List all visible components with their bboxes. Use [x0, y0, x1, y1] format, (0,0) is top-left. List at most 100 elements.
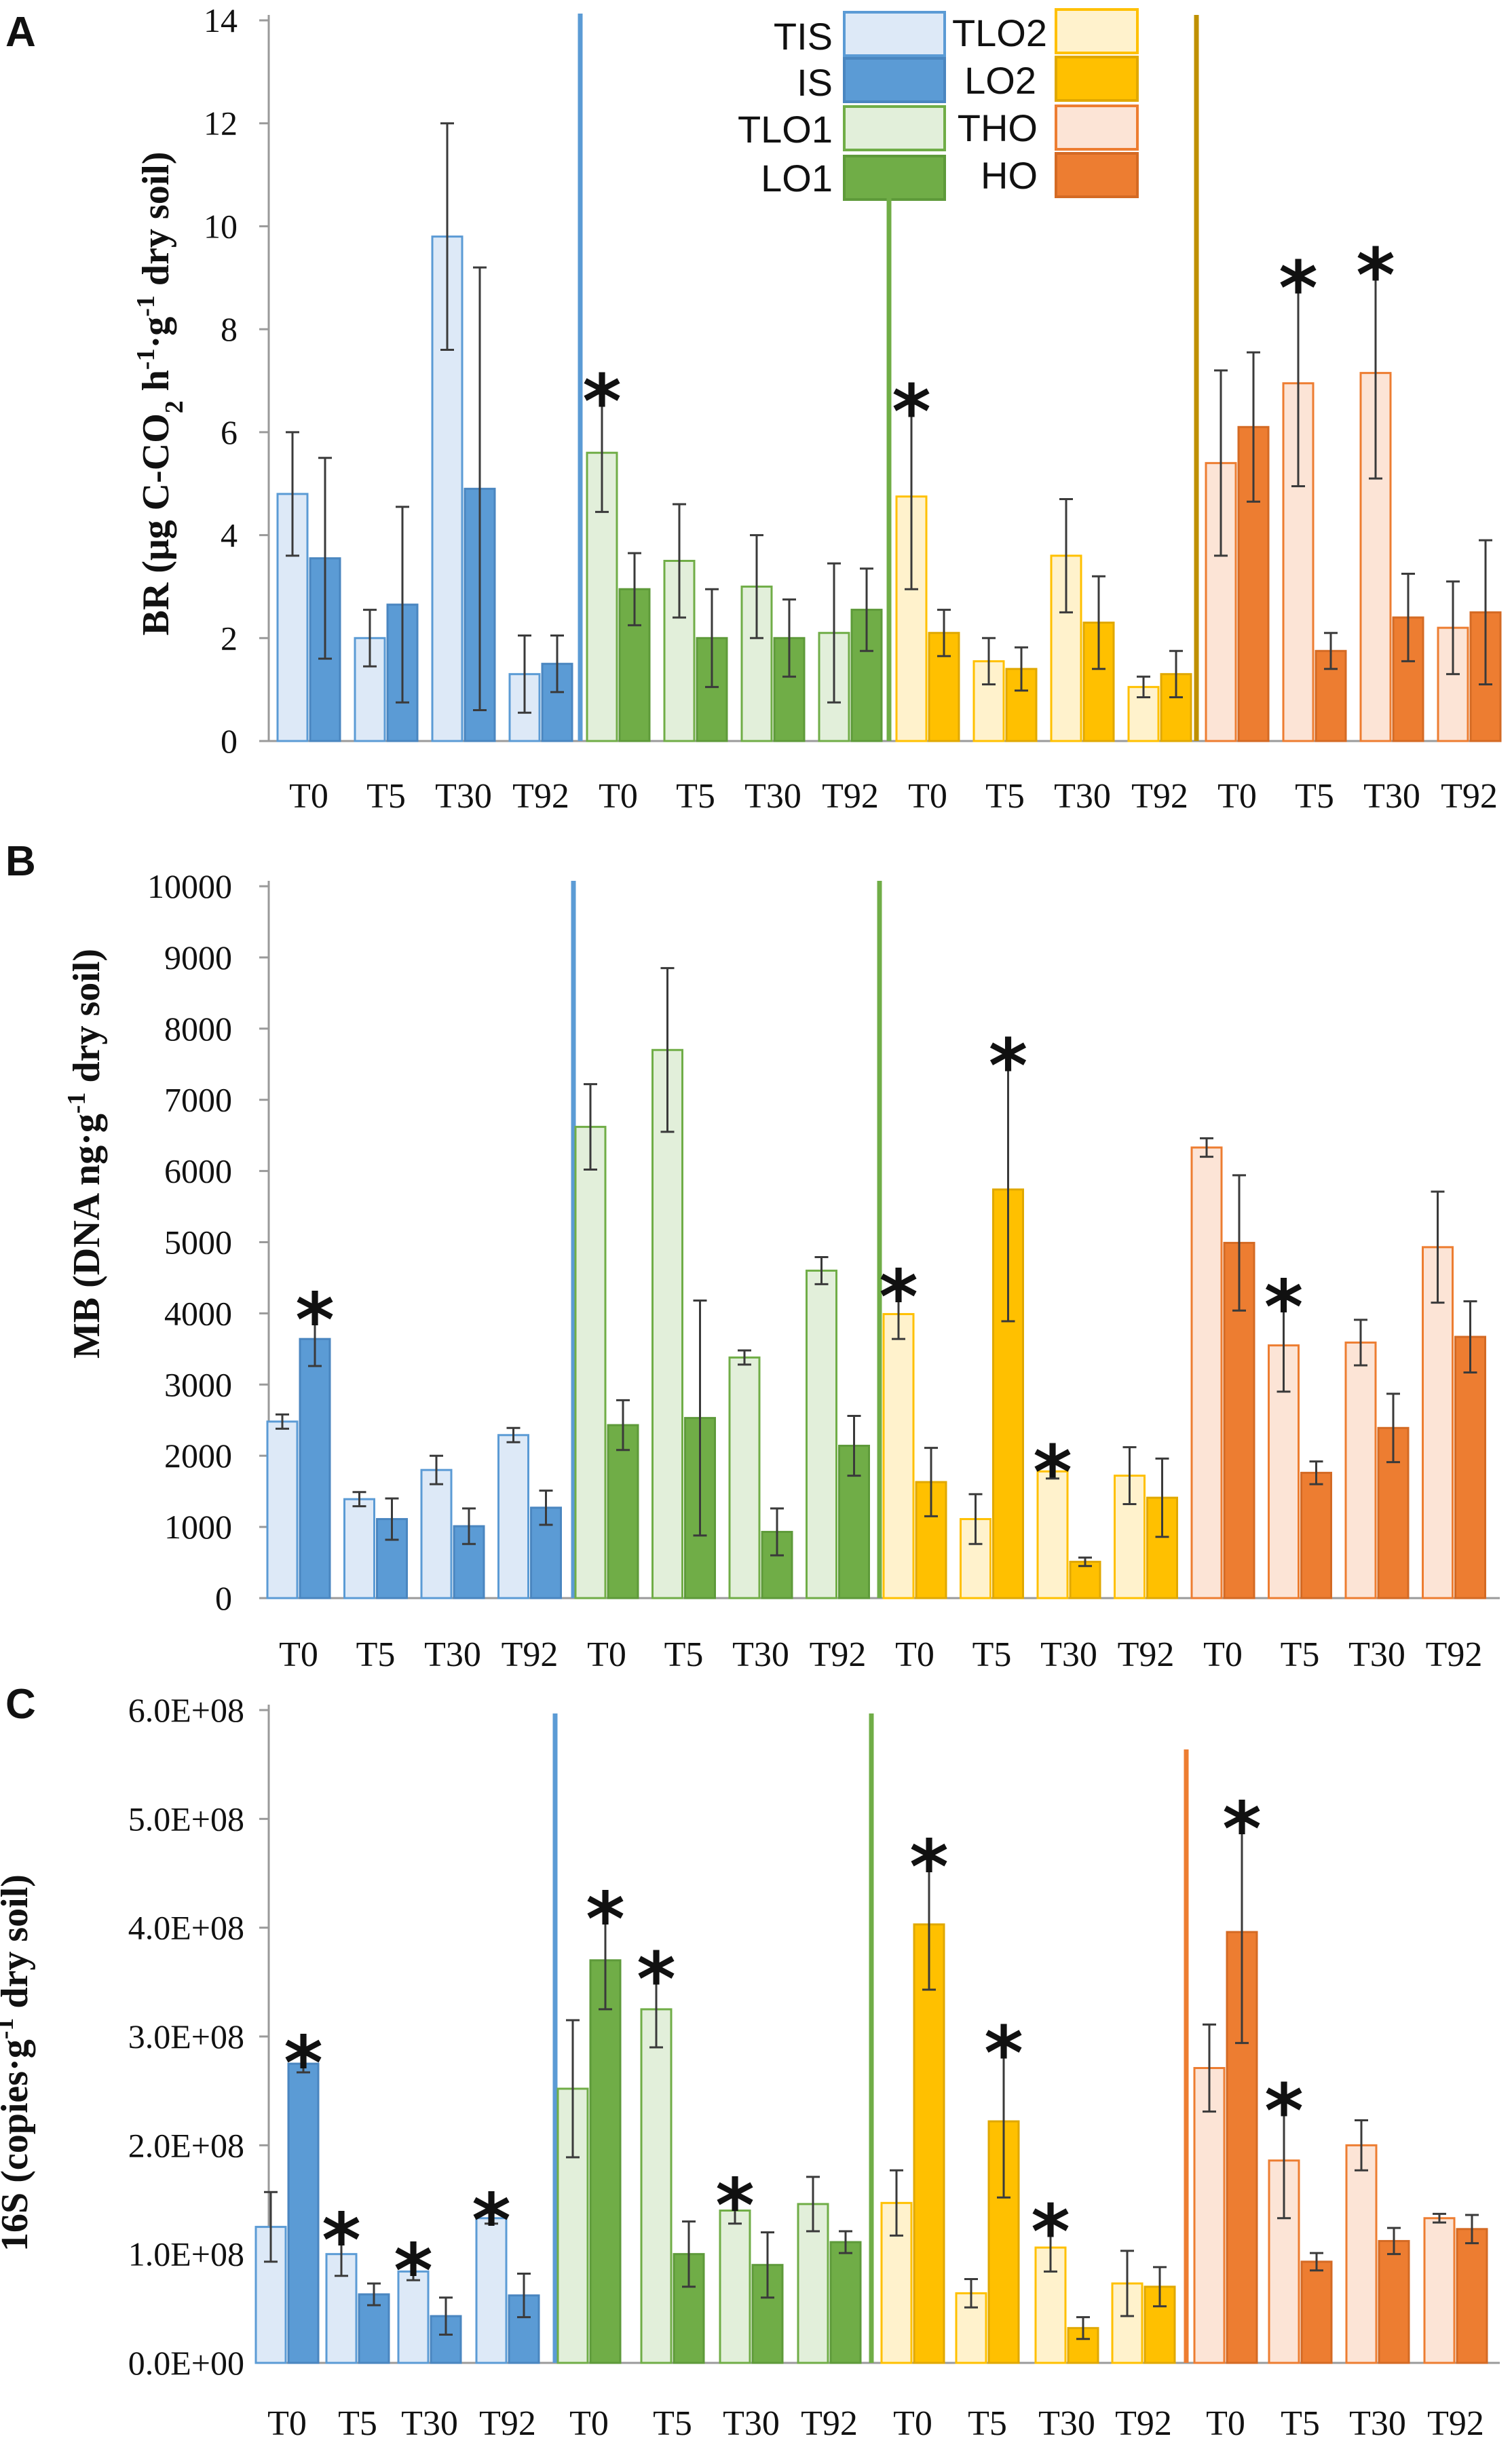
bar-is: [530, 1506, 562, 1599]
legend-label-tis: TIS: [774, 15, 833, 58]
bar-is: [299, 1338, 331, 1599]
bar-ho: [1300, 1471, 1332, 1599]
significance-star: *: [1279, 245, 1318, 332]
x-category-label: T30: [1348, 1635, 1405, 1674]
bar-ho: [1456, 2228, 1488, 2364]
significance-star: *: [1264, 1264, 1304, 1350]
panel-c-y-axis-title: 16S (copies·g-1 dry soil): [0, 1874, 36, 2252]
bar-ho: [1378, 2239, 1410, 2364]
x-category-label: T92: [502, 1635, 559, 1674]
bar-lo2: [987, 2120, 1020, 2364]
x-category-label: T0: [1206, 2404, 1245, 2443]
bar-tlo1: [806, 1269, 837, 1599]
x-category-label: T92: [1427, 2404, 1484, 2443]
x-category-label: T30: [732, 1635, 789, 1674]
bar-tis: [497, 1434, 529, 1599]
bar-lo1: [589, 1959, 622, 2364]
significance-star: *: [1356, 232, 1395, 319]
legend-swatch-tlo1: [843, 105, 946, 151]
y-tick-label: 10000: [147, 867, 232, 905]
significance-star: *: [984, 2010, 1023, 2097]
x-category-label: T92: [1115, 2404, 1172, 2443]
x-category-label: T30: [1054, 777, 1111, 816]
y-tick-label: 8: [221, 310, 238, 348]
bar-tis: [266, 1420, 299, 1599]
bar-tho: [1344, 1341, 1377, 1599]
x-category-label: T30: [723, 2404, 780, 2443]
significance-star: *: [1033, 1429, 1072, 1516]
significance-star: *: [295, 1276, 335, 1363]
bar-tho: [1193, 2066, 1226, 2364]
bar-tho: [1422, 1246, 1454, 1599]
legend-label-ho: HO: [981, 154, 1038, 197]
y-tick-label: 6.0E+08: [128, 1691, 244, 1729]
significance-star: *: [394, 2227, 433, 2314]
x-category-label: T92: [1131, 777, 1188, 816]
x-category-label: T30: [1349, 2404, 1406, 2443]
bar-lo1: [618, 588, 651, 742]
bar-tlo2: [880, 2201, 913, 2364]
significance-star: *: [284, 2020, 323, 2106]
y-tick-label: 3.0E+08: [128, 2017, 244, 2055]
y-tick-label: 1.0E+08: [128, 2235, 244, 2273]
x-category-label: T0: [599, 777, 638, 816]
x-category-label: T0: [893, 2404, 932, 2443]
y-tick-label: 1000: [164, 1508, 232, 1546]
x-category-label: T5: [968, 2404, 1007, 2443]
bar-is: [287, 2062, 320, 2364]
legend-label-tlo1: TLO1: [738, 108, 833, 151]
x-category-label: T30: [424, 1635, 481, 1674]
x-category-label: T5: [1281, 2404, 1320, 2443]
y-tick-label: 2.0E+08: [128, 2126, 244, 2164]
bar-lo1: [607, 1424, 639, 1599]
significance-star: *: [989, 1023, 1028, 1110]
legend-label-is: IS: [797, 61, 833, 104]
x-category-label: T30: [744, 777, 801, 816]
legend-swatch-is: [843, 57, 946, 103]
bar-tis: [420, 1468, 453, 1599]
significance-star: *: [582, 358, 622, 445]
x-category-label: T30: [1038, 2404, 1095, 2443]
y-tick-label: 7000: [164, 1081, 232, 1119]
x-category-label: T30: [1363, 777, 1420, 816]
significance-star: *: [322, 2197, 361, 2284]
y-tick-label: 4: [221, 516, 238, 554]
significance-star: *: [637, 1936, 676, 2023]
y-tick-label: 5000: [164, 1224, 232, 1262]
x-category-label: T0: [895, 1635, 934, 1674]
panel-b-chart: 0 1000 2000 3000 4000 5000 6000 7000 8000 9000 100…: [147, 867, 1500, 1674]
bar-tlo1: [640, 2008, 673, 2364]
bar-tho: [1190, 1146, 1223, 1599]
legend-label-lo1: LO1: [761, 157, 833, 200]
panel-letter-b: B: [5, 838, 36, 885]
significance-star: *: [892, 368, 931, 455]
significance-star: *: [472, 2178, 511, 2264]
y-tick-label: 0: [215, 1579, 232, 1617]
x-category-label: T0: [279, 1635, 318, 1674]
x-category-label: T0: [289, 777, 328, 816]
legend-swatch-lo2: [1055, 56, 1139, 102]
y-tick-label: 6: [221, 413, 238, 451]
x-category-label: T5: [676, 777, 715, 816]
bar-tlo1: [651, 1048, 683, 1599]
legend-label-tho: THO: [958, 107, 1038, 149]
x-category-label: T30: [401, 2404, 458, 2443]
x-category-label: T92: [801, 2404, 858, 2443]
bar-tho: [1423, 2217, 1456, 2364]
y-tick-label: 0.0E+00: [128, 2344, 244, 2382]
x-category-label: T5: [1295, 777, 1334, 816]
legend-swatch-tlo2: [1055, 8, 1139, 54]
x-category-label: T92: [822, 777, 879, 816]
significance-star: *: [1264, 2068, 1304, 2155]
significance-star: *: [1031, 2188, 1070, 2275]
x-category-label: T5: [985, 777, 1025, 816]
significance-star: *: [1222, 1786, 1262, 1873]
bar-ho: [1454, 1335, 1486, 1599]
bar-tlo1: [586, 451, 618, 742]
bar-lo1: [829, 2241, 862, 2364]
y-tick-label: 8000: [164, 1010, 232, 1048]
y-tick-label: 9000: [164, 939, 232, 977]
legend-label-lo2: LO2: [964, 59, 1036, 102]
legend: TIS IS TLO1 LO1 TLO2 LO2 THO HO: [738, 8, 1139, 201]
